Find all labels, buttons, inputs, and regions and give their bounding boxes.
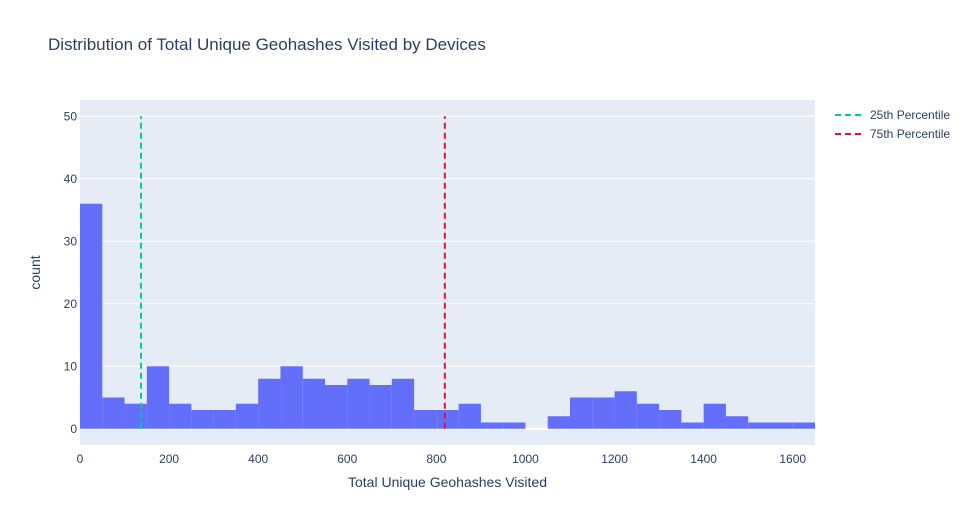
legend[interactable]: 25th Percentile 75th Percentile [835, 108, 950, 141]
x-tick-label: 200 [159, 452, 179, 466]
y-tick-label: 30 [64, 234, 78, 248]
histogram-bar [458, 403, 481, 429]
y-tick-label: 50 [64, 109, 78, 123]
x-axis-ticks: 0 200 400 600 800 1000 1200 1400 1600 [77, 452, 807, 466]
plot-area [80, 100, 815, 445]
y-tick-label: 10 [64, 359, 78, 373]
histogram-bar [703, 403, 726, 429]
histogram-bar [258, 378, 281, 429]
histogram-bar [146, 366, 170, 429]
histogram-bar [681, 422, 704, 429]
x-tick-label: 1400 [690, 452, 717, 466]
histogram-bar [213, 410, 236, 429]
histogram-bar [592, 397, 615, 429]
x-tick-label: 1000 [512, 452, 539, 466]
histogram-bar [792, 422, 815, 429]
histogram-bar [636, 403, 660, 429]
y-axis-title: count [27, 255, 43, 289]
y-axis-ticks: 0 10 20 30 40 50 [64, 109, 78, 436]
y-tick-label: 40 [64, 172, 78, 186]
histogram-bar [235, 403, 259, 429]
histogram-bar [659, 410, 682, 429]
histogram-bars [80, 203, 815, 429]
chart-title: Distribution of Total Unique Geohashes V… [48, 35, 486, 54]
histogram-bar [124, 403, 147, 429]
histogram-bar [191, 410, 214, 429]
x-tick-label: 800 [426, 452, 446, 466]
legend-item[interactable]: 25th Percentile [835, 108, 950, 122]
histogram-bar [480, 422, 504, 429]
x-tick-label: 400 [248, 452, 268, 466]
x-tick-label: 1200 [601, 452, 628, 466]
histogram-bar [369, 385, 392, 429]
histogram-bar [102, 397, 125, 429]
histogram-bar [391, 378, 415, 429]
histogram-bar [770, 422, 793, 429]
histogram-bar [547, 416, 570, 429]
histogram-bar [436, 410, 459, 429]
histogram-bar [614, 391, 637, 429]
legend-label: 25th Percentile [870, 108, 950, 122]
x-tick-label: 0 [77, 452, 84, 466]
histogram-bar [748, 422, 771, 429]
histogram-bar [169, 403, 192, 429]
legend-item[interactable]: 75th Percentile [835, 127, 950, 141]
legend-label: 75th Percentile [870, 127, 950, 141]
histogram-bar [347, 378, 370, 429]
histogram-bar [570, 397, 593, 429]
x-tick-label: 1600 [779, 452, 806, 466]
y-tick-label: 20 [64, 297, 78, 311]
x-axis-title: Total Unique Geohashes Visited [348, 474, 547, 490]
histogram-bar [80, 203, 103, 429]
histogram-bar [325, 385, 348, 429]
histogram-bar [725, 416, 749, 429]
histogram-bar [280, 366, 303, 429]
histogram-bar [503, 422, 526, 429]
histogram-bar [302, 378, 325, 429]
x-tick-label: 600 [337, 452, 357, 466]
histogram-bar [414, 410, 437, 429]
reference-lines [140, 116, 446, 429]
y-tick-label: 0 [70, 422, 77, 436]
